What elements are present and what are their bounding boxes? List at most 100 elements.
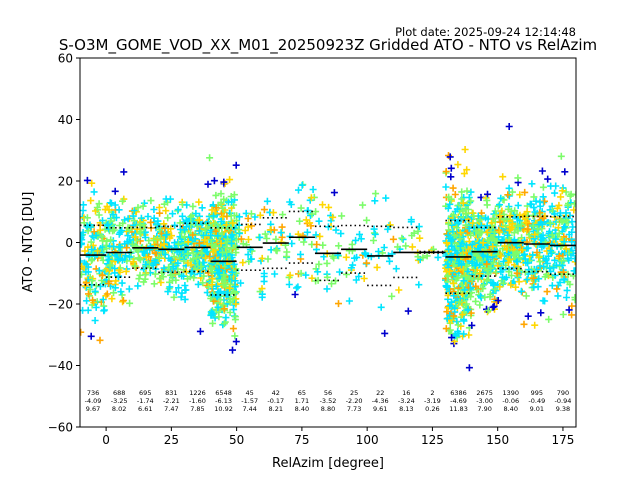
scatter-point xyxy=(219,248,226,256)
scatter-point xyxy=(467,197,475,205)
scatter-point xyxy=(156,226,164,234)
scatter-point xyxy=(450,231,458,239)
bin-count-label: 688 xyxy=(113,389,125,397)
scatter-point xyxy=(202,254,209,262)
bin-std-label: 8.40 xyxy=(295,405,309,413)
scatter-point xyxy=(463,187,471,195)
scatter-point xyxy=(214,232,222,240)
bin-std-label: 8.40 xyxy=(503,405,517,413)
scatter-point xyxy=(279,211,287,219)
scatter-point xyxy=(189,255,197,263)
scatter-point xyxy=(170,253,178,261)
scatter-point xyxy=(226,284,234,292)
scatter-point xyxy=(371,230,379,238)
scatter-point xyxy=(84,306,92,314)
scatter-point xyxy=(363,259,371,267)
scatter-point xyxy=(356,230,363,238)
scatter-point xyxy=(217,190,225,198)
scatter-point xyxy=(103,237,111,245)
scatter-point xyxy=(208,268,216,276)
scatter-point xyxy=(323,285,331,293)
scatter-point xyxy=(521,188,529,196)
scatter-point xyxy=(220,305,228,313)
scatter-point xyxy=(520,320,528,328)
scatter-point xyxy=(95,267,103,275)
scatter-point xyxy=(294,283,302,291)
scatter-point xyxy=(490,302,498,310)
scatter-point xyxy=(172,276,180,284)
scatter-point xyxy=(394,243,402,251)
scatter-point xyxy=(124,232,132,240)
scatter-point xyxy=(144,213,152,220)
scatter-point xyxy=(506,212,514,220)
scatter-point xyxy=(489,303,497,311)
scatter-point xyxy=(552,235,560,243)
scatter-point xyxy=(247,210,255,218)
bin-count-label: 790 xyxy=(557,389,569,397)
scatter-point xyxy=(297,269,305,277)
scatter-point xyxy=(486,293,494,301)
scatter-point xyxy=(212,242,220,250)
scatter-point xyxy=(442,325,450,333)
scatter-point xyxy=(111,187,119,195)
scatter-point xyxy=(106,261,114,269)
scatter-point xyxy=(423,252,431,260)
scatter-point xyxy=(189,249,197,257)
bin-mean-label: -2.20 xyxy=(346,397,363,405)
scatter-point xyxy=(235,213,243,221)
bin-count-label: 6548 xyxy=(215,389,232,397)
bin-mean-label: -0.49 xyxy=(528,397,545,405)
scatter-point xyxy=(538,167,546,175)
scatter-point xyxy=(531,231,539,239)
scatter-point xyxy=(382,194,390,202)
bin-mean-label: -0.17 xyxy=(267,397,284,405)
scatter-point xyxy=(548,231,556,239)
scatter-point xyxy=(389,235,397,243)
scatter-point xyxy=(303,228,311,236)
scatter-point xyxy=(371,197,379,205)
scatter-point xyxy=(227,212,235,220)
scatter-point xyxy=(523,276,531,284)
scatter-point xyxy=(110,289,117,297)
scatter-point xyxy=(476,216,484,224)
scatter-point xyxy=(122,252,130,260)
scatter-point xyxy=(571,255,576,263)
scatter-point xyxy=(178,272,186,280)
scatter-point xyxy=(228,268,236,276)
scatter-point xyxy=(99,217,106,225)
bin-std-label: 8.02 xyxy=(112,405,126,413)
scatter-point xyxy=(516,211,524,219)
bin-std-label: 0.26 xyxy=(425,405,439,413)
scatter-point xyxy=(119,197,126,205)
scatter-point xyxy=(468,321,476,329)
bin-count-label: 25 xyxy=(350,389,358,397)
scatter-point xyxy=(443,230,451,238)
bin-std-label: 7.85 xyxy=(190,405,204,413)
scatter-point xyxy=(156,275,164,283)
scatter-point xyxy=(215,313,223,321)
scatter-point xyxy=(84,227,92,235)
scatter-point xyxy=(212,282,220,290)
scatter-point xyxy=(328,280,335,288)
scatter-point xyxy=(189,231,197,239)
scatter-point xyxy=(286,271,294,279)
scatter-point xyxy=(312,231,320,239)
bin-std-label: 10.92 xyxy=(214,405,233,413)
scatter-point xyxy=(162,195,170,203)
bin-std-label: 8.13 xyxy=(399,405,413,413)
scatter-bin-8 xyxy=(285,181,318,298)
scatter-point xyxy=(80,240,85,248)
scatter-point xyxy=(541,273,549,281)
scatter-point xyxy=(88,277,96,285)
x-tick-label: 0 xyxy=(102,433,110,447)
scatter-point xyxy=(245,236,252,243)
scatter-point xyxy=(571,296,576,304)
scatter-point xyxy=(553,242,561,250)
scatter-point xyxy=(533,249,541,256)
scatter-point xyxy=(483,260,491,268)
scatter-point xyxy=(375,248,382,255)
scatter-point xyxy=(206,154,214,162)
scatter-point xyxy=(224,235,232,243)
scatter-point xyxy=(214,303,222,311)
scatter-point xyxy=(479,239,487,247)
